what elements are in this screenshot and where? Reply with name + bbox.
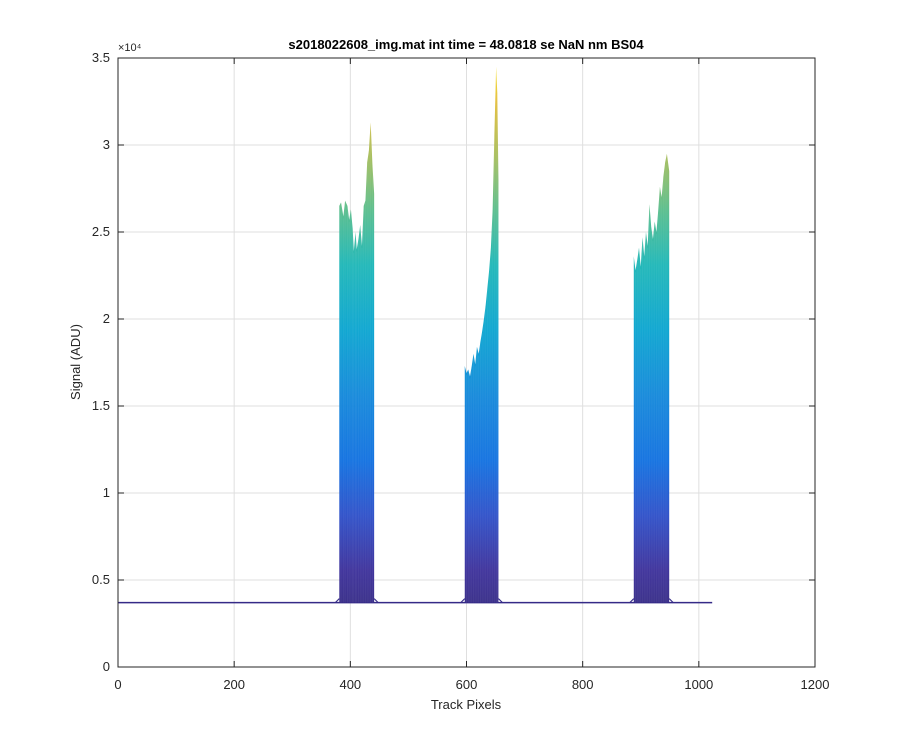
data-series [118, 66, 713, 604]
y-tick-label: 3 [103, 137, 110, 152]
y-tick-label: 2.5 [92, 224, 110, 239]
peak-foot-right [373, 598, 379, 604]
x-tick-label: 0 [114, 677, 121, 692]
peak-area-1 [339, 122, 375, 603]
x-tick-label: 200 [223, 677, 245, 692]
peak-foot-left [629, 598, 635, 604]
x-tick-labels: 0 200 400 600 800 1000 1200 [114, 677, 829, 692]
peak-foot-left [460, 598, 466, 604]
peak-foot-right [498, 598, 503, 604]
peak-foot-right [668, 598, 674, 604]
x-axis-title: Track Pixels [431, 697, 502, 712]
peak-area-2 [464, 66, 499, 603]
y-axis-title: Signal (ADU) [68, 324, 83, 400]
peak-foot-left [334, 598, 340, 604]
y-tick-label: 0 [103, 659, 110, 674]
axes-frame [117, 57, 816, 668]
x-tick-label: 1000 [684, 677, 713, 692]
y-tick-label: 1.5 [92, 398, 110, 413]
y-tick-label: 2 [103, 311, 110, 326]
y-tick-labels: 0 0.5 1 1.5 2 2.5 3 3.5 [92, 50, 110, 674]
y-tick-label: 1 [103, 485, 110, 500]
peak-area-3 [633, 153, 670, 603]
chart-title: s2018022608_img.mat int time = 48.0818 s… [288, 37, 644, 52]
y-tick-label: 0.5 [92, 572, 110, 587]
x-tick-label: 800 [572, 677, 594, 692]
y-tick-label: 3.5 [92, 50, 110, 65]
y-exponent-label: ×10⁴ [118, 42, 142, 54]
x-tick-label: 1200 [801, 677, 830, 692]
x-tick-label: 600 [456, 677, 478, 692]
x-tick-label: 400 [339, 677, 361, 692]
